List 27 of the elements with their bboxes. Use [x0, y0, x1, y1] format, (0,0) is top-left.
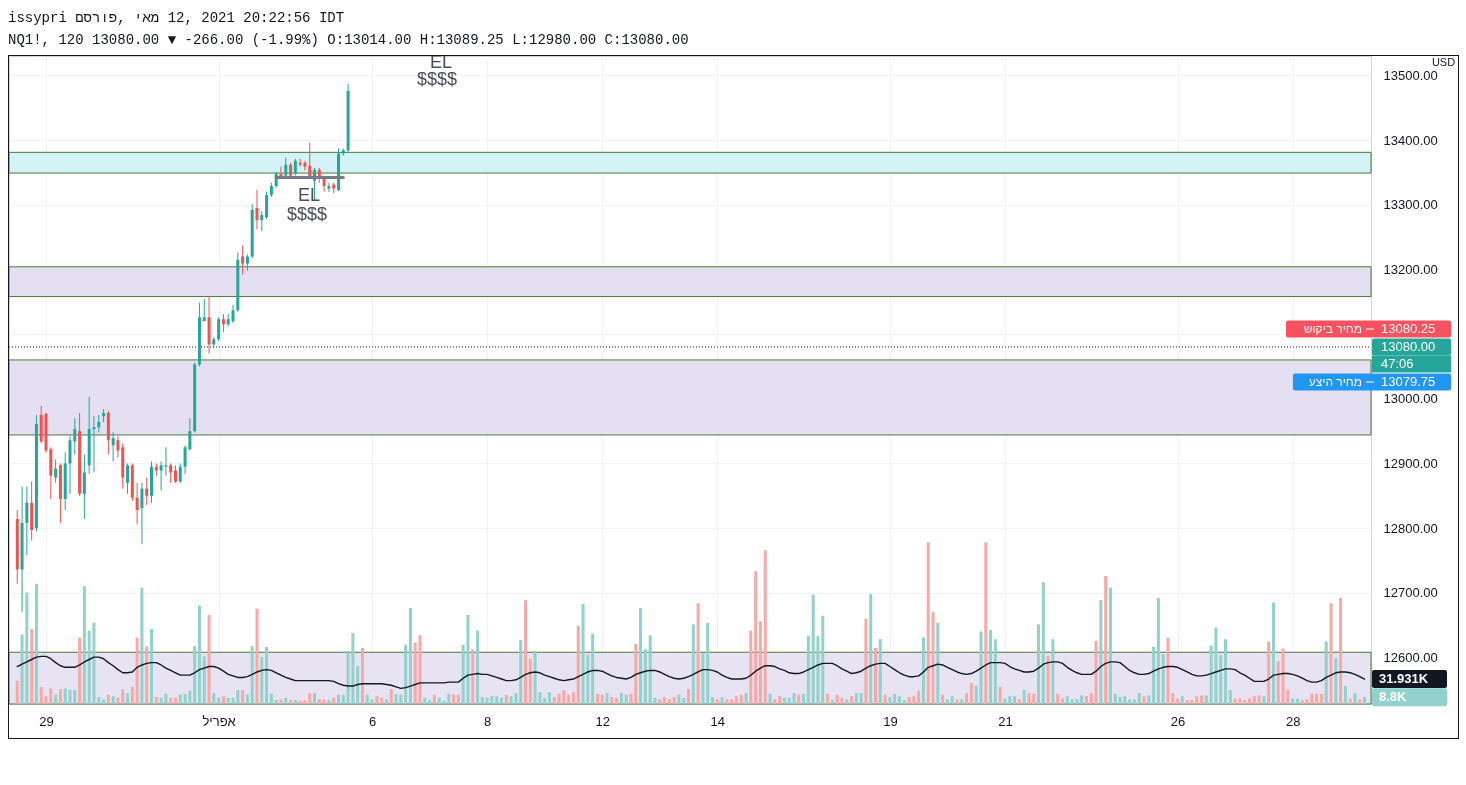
y-tick-label: 13500.00 [1383, 67, 1438, 83]
y-tick-label: 13400.00 [1383, 132, 1438, 148]
x-tick-label: אפריל [202, 713, 236, 729]
y-tick-label: 12900.00 [1383, 455, 1438, 471]
x-tick-label: 28 [1285, 713, 1301, 729]
y-axis-title: USD [1431, 55, 1456, 68]
annotation: $$$$ [416, 69, 458, 89]
y-tick-label: 12600.00 [1383, 649, 1438, 665]
text: 47:06 [1381, 356, 1414, 372]
y2-tick-label: 31.931K [1379, 671, 1429, 687]
ref-line-label: 13080.00 [1381, 339, 1436, 355]
x-tick-label: 21 [998, 713, 1013, 729]
x-tick-label: 14 [710, 713, 726, 729]
y-tick-label: 13300.00 [1383, 197, 1438, 213]
x-tick-label: 8 [484, 713, 492, 729]
x-tick-label: 26 [1170, 713, 1186, 729]
y-tick-label: 12700.00 [1383, 585, 1438, 601]
text: NQ1!, 120 13080.00 ▼ -266.00 (-1.99%) O:13014.00 H:13089.25 L:12980.00 C:13080.00 [8, 32, 689, 48]
x-tick-label: 29 [39, 713, 54, 729]
y-tick-label: 13200.00 [1383, 261, 1438, 277]
y-tick-label: 13000.00 [1383, 391, 1438, 407]
x-tick-label: 6 [368, 713, 377, 729]
y-tick-label: 12800.00 [1383, 520, 1438, 536]
x-tick-label: 12 [595, 713, 610, 729]
y2-tick-label: 8.8K [1379, 689, 1408, 705]
annotation: $$$$ [286, 204, 328, 224]
x-tick-label: 19 [883, 713, 898, 729]
